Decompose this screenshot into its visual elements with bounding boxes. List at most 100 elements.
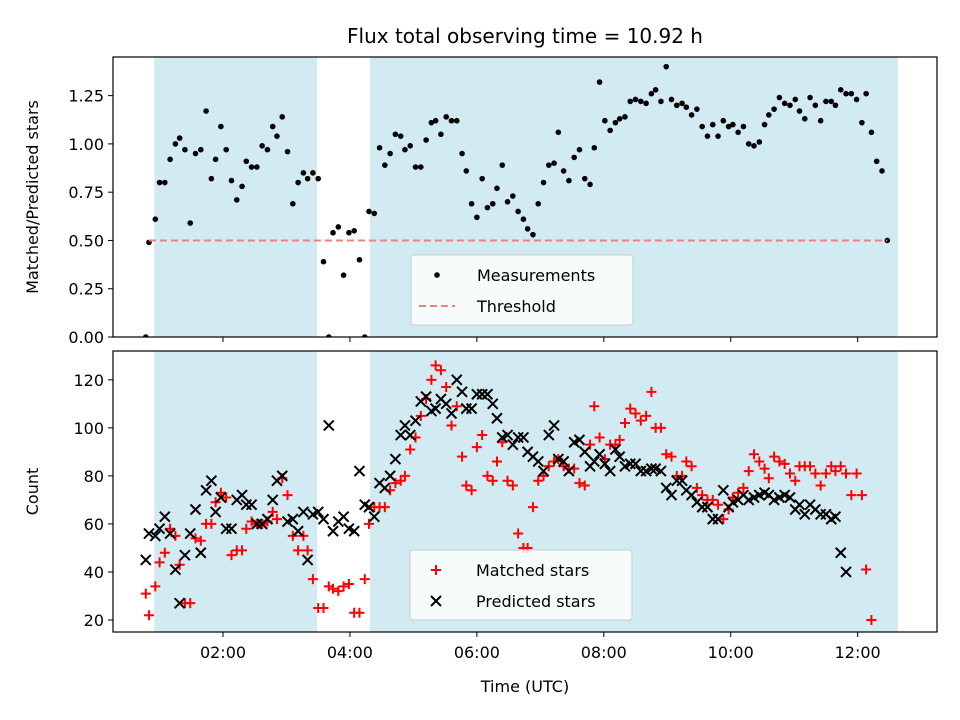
dot-point-97 — [632, 96, 639, 103]
x-point-69 — [487, 398, 499, 410]
x-point-87 — [579, 446, 591, 458]
dot-point-90 — [596, 79, 603, 85]
dot-point-22 — [248, 164, 255, 170]
dot-point-123 — [766, 112, 772, 118]
dot-point-47 — [376, 144, 383, 151]
legend-box — [409, 549, 633, 621]
plus-point-15 — [210, 497, 221, 508]
dot-point-23 — [254, 164, 260, 170]
dot-point-112 — [709, 121, 716, 128]
dot-point-17 — [223, 146, 229, 153]
x-point-22 — [245, 499, 258, 511]
x-point-50 — [389, 453, 402, 465]
dot-point-129 — [796, 108, 803, 114]
dot-point-53 — [407, 143, 414, 149]
dot-point-15 — [212, 156, 219, 163]
plus-point-14 — [206, 518, 217, 529]
x-point-48 — [379, 482, 391, 494]
plus-point-114 — [718, 514, 729, 525]
dot-point-11 — [192, 150, 199, 157]
x-point-81 — [548, 419, 560, 432]
dot-point-125 — [776, 94, 783, 101]
dot-point-98 — [638, 98, 644, 105]
plus-point-71 — [497, 437, 508, 448]
x-tick-label: 02:00 — [200, 643, 246, 662]
dot-point-42 — [351, 227, 357, 234]
x-point-53 — [404, 429, 416, 441]
plus-point-48 — [379, 502, 390, 513]
axes-frame — [112, 350, 938, 633]
plus-point-16 — [215, 487, 226, 498]
x-point-136 — [829, 511, 842, 523]
dot-point-144 — [873, 158, 880, 165]
dot-point-103 — [663, 63, 670, 70]
plus-point-62 — [451, 401, 462, 412]
dot-point-127 — [787, 102, 793, 109]
legend-label: Matched stars — [476, 561, 589, 580]
x-point-106 — [676, 474, 688, 487]
dot-point-70 — [494, 185, 500, 192]
x-tick-label: 08:00 — [581, 643, 627, 662]
x-point-3 — [149, 530, 162, 542]
dot-point-101 — [652, 87, 659, 93]
plot-area — [142, 63, 891, 337]
dot-point-83 — [560, 168, 567, 174]
x-point-6 — [164, 527, 176, 540]
dot-point-84 — [566, 177, 572, 184]
plus-point-64 — [461, 480, 472, 491]
x-point-54 — [409, 414, 422, 427]
dot-point-78 — [535, 200, 542, 207]
dot-point-95 — [622, 114, 628, 120]
x-point-111 — [701, 501, 714, 513]
dot-point-33 — [304, 175, 311, 182]
dot-point-113 — [715, 133, 721, 139]
dot-point-111 — [704, 133, 711, 139]
dot-point-57 — [428, 119, 435, 126]
plus-point-57 — [426, 374, 437, 385]
x-point-86 — [573, 434, 586, 446]
axes-frame — [112, 56, 938, 338]
x-point-26 — [267, 494, 279, 506]
x-point-42 — [348, 525, 360, 537]
x-point-100 — [645, 462, 658, 475]
dot-point-122 — [761, 121, 768, 128]
plus-point-72 — [502, 475, 513, 486]
x-point-97 — [629, 458, 642, 470]
y-tick-label: 60 — [84, 515, 104, 534]
plus-point-95 — [619, 418, 630, 429]
x-point-28 — [276, 470, 288, 482]
plus-point-83 — [558, 461, 569, 472]
plus-point-126 — [779, 458, 790, 469]
x-point-114 — [717, 484, 730, 497]
dot-point-146 — [884, 237, 891, 244]
dot-point-94 — [616, 115, 623, 122]
plus-point-86 — [574, 478, 585, 489]
dot-point-54 — [412, 164, 419, 170]
plus-point-77 — [527, 502, 538, 513]
plus-point-141 — [856, 490, 867, 501]
y-tick-label: 40 — [84, 563, 104, 582]
plus-point-88 — [585, 439, 596, 450]
plus-point-1 — [140, 588, 151, 599]
dot-point-134 — [823, 98, 829, 105]
dot-point-24 — [259, 143, 265, 149]
x-point-127 — [784, 491, 796, 504]
plus-point-5 — [159, 547, 170, 558]
dot-point-107 — [683, 104, 690, 111]
x-point-7 — [169, 563, 182, 576]
x-point-52 — [399, 419, 411, 432]
y-tick-label: 80 — [84, 467, 104, 486]
plus-point-89 — [589, 401, 600, 412]
x-tick-label: 06:00 — [454, 643, 500, 662]
x-point-84 — [563, 465, 575, 477]
plus-point-122 — [759, 463, 770, 474]
dot-point-110 — [699, 123, 705, 130]
dot-point-66 — [474, 214, 480, 221]
plus-point-36 — [318, 602, 329, 613]
plus-point-2 — [143, 610, 154, 621]
dot-point-137 — [837, 87, 844, 93]
plus-point-139 — [846, 490, 857, 501]
dot-point-141 — [859, 119, 865, 126]
plus-point-17 — [221, 492, 232, 503]
